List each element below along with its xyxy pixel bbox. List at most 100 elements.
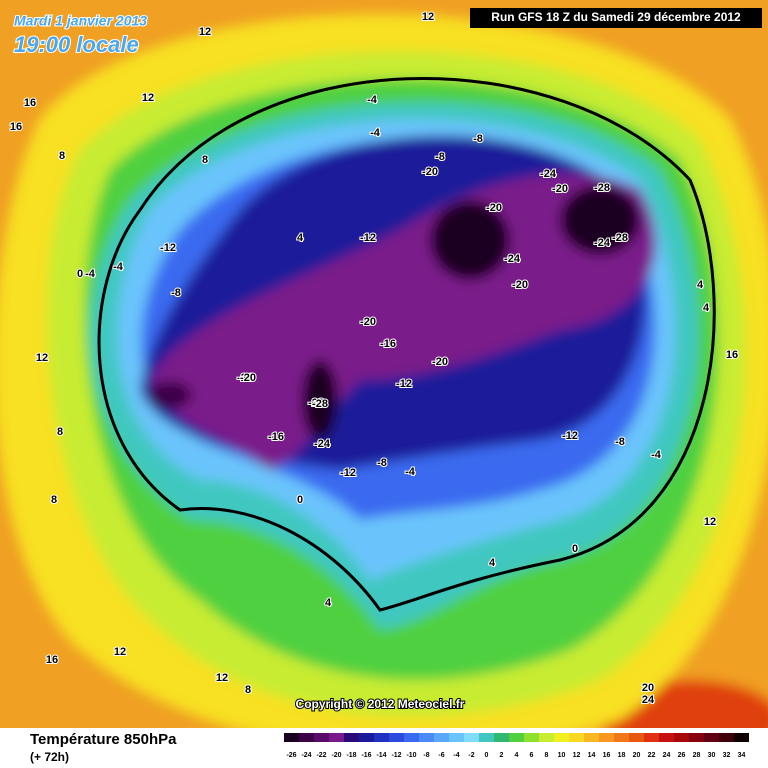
legend-swatch xyxy=(464,733,479,742)
legend-label: 6 xyxy=(530,752,534,759)
contour-label: -20 xyxy=(552,183,568,195)
contour-label: -12 xyxy=(160,242,176,254)
legend-label: 20 xyxy=(633,752,641,759)
legend-swatch xyxy=(554,733,569,742)
contour-label: -16 xyxy=(380,338,396,350)
contour-label: 0 xyxy=(297,494,303,506)
legend-swatch xyxy=(509,733,524,742)
contour-label: -20 xyxy=(432,356,448,368)
contour-label: -24 xyxy=(237,372,254,384)
legend-swatch xyxy=(719,733,734,742)
legend-swatch xyxy=(659,733,674,742)
legend-swatch xyxy=(344,733,359,742)
forecast-date: Mardi 1 janvier 2013 xyxy=(14,13,147,29)
legend-label: 12 xyxy=(573,752,581,759)
field-title: Température 850hPa xyxy=(30,731,177,748)
legend-label: -4 xyxy=(453,752,459,759)
legend-swatch xyxy=(419,733,434,742)
contour-label: -12 xyxy=(562,430,578,442)
contour-label: 8 xyxy=(51,494,57,506)
contour-label: -4 xyxy=(113,261,124,273)
legend-swatch xyxy=(404,733,419,742)
contour-label: -8 xyxy=(473,133,483,145)
contour-label: 12 xyxy=(199,26,211,38)
contour-label: 12 xyxy=(114,646,126,658)
legend-label: -6 xyxy=(438,752,444,759)
contour-label: -8 xyxy=(615,436,625,448)
legend-label: 4 xyxy=(515,752,519,759)
contour-label: 12 xyxy=(142,92,154,104)
legend-label: -12 xyxy=(391,752,401,759)
contour-label: 16 xyxy=(24,97,36,109)
contour-label: 4 xyxy=(703,302,710,314)
legend-swatch xyxy=(584,733,599,742)
contour-label: 4 xyxy=(697,279,704,291)
contour-label: -4 xyxy=(85,268,96,280)
legend-swatch xyxy=(284,733,299,742)
legend-swatch xyxy=(329,733,344,742)
legend-swatch xyxy=(629,733,644,742)
contour-label: -8 xyxy=(377,457,387,469)
legend-label: 16 xyxy=(603,752,611,759)
contour-label: 4 xyxy=(297,232,304,244)
legend-label: 26 xyxy=(678,752,686,759)
legend-label: 34 xyxy=(738,752,746,759)
legend-swatch xyxy=(539,733,554,742)
legend-swatch xyxy=(674,733,689,742)
legend-swatch xyxy=(434,733,449,742)
legend-swatch xyxy=(299,733,314,742)
contour-label: 16 xyxy=(726,349,738,361)
contour-label: -28 xyxy=(612,232,628,244)
legend-label: -20 xyxy=(331,752,341,759)
legend-label: -14 xyxy=(376,752,386,759)
legend-swatch xyxy=(614,733,629,742)
lead-time: (+ 72h) xyxy=(30,750,69,764)
contour-label: -28 xyxy=(594,182,610,194)
legend-swatch xyxy=(359,733,374,742)
legend-swatch xyxy=(389,733,404,742)
contour-label: 0 xyxy=(572,543,578,555)
legend-swatch xyxy=(569,733,584,742)
legend-swatch xyxy=(704,733,719,742)
contour-label: 12 xyxy=(704,516,716,528)
legend-label: 22 xyxy=(648,752,656,759)
contour-label: -20 xyxy=(512,279,528,291)
legend-label: 8 xyxy=(545,752,549,759)
contour-label: -8 xyxy=(435,151,445,163)
legend-swatch xyxy=(689,733,704,742)
contour-label: -24 xyxy=(504,253,521,265)
contour-label: 12 xyxy=(216,672,228,684)
contour-label: 4 xyxy=(325,597,332,609)
legend-label: -10 xyxy=(406,752,416,759)
contour-label: -28 xyxy=(312,398,328,410)
contour-label: -4 xyxy=(370,127,381,139)
contour-label: -20 xyxy=(360,316,376,328)
legend-swatch xyxy=(314,733,329,742)
legend-swatch xyxy=(374,733,389,742)
contour-label: -12 xyxy=(360,232,376,244)
zero-isotherm xyxy=(97,76,716,612)
legend-swatch xyxy=(449,733,464,742)
contour-label: -20 xyxy=(422,166,438,178)
contour-label: -4 xyxy=(405,466,416,478)
contour-label: -28 xyxy=(308,397,324,409)
legend-label: 24 xyxy=(663,752,671,759)
contour-label: 20 xyxy=(642,682,654,694)
legend-label: -24 xyxy=(301,752,311,759)
legend-label: 0 xyxy=(485,752,489,759)
contour-label: -24 xyxy=(594,237,611,249)
legend-swatch xyxy=(524,733,539,742)
legend-label: -2 xyxy=(468,752,474,759)
legend-label: -26 xyxy=(286,752,296,759)
contour-label: 0 xyxy=(77,268,83,280)
legend-swatch xyxy=(644,733,659,742)
contour-label: 4 xyxy=(489,557,496,569)
copyright: Copyright © 2012 Meteociel.fr xyxy=(296,697,465,711)
contour-label: 12 xyxy=(422,11,434,23)
contour-label: 16 xyxy=(46,654,58,666)
run-info: Run GFS 18 Z du Samedi 29 décembre 2012 xyxy=(491,10,741,24)
legend-label: 32 xyxy=(723,752,731,759)
contour-label: -20 xyxy=(486,202,502,214)
run-box xyxy=(470,8,762,28)
